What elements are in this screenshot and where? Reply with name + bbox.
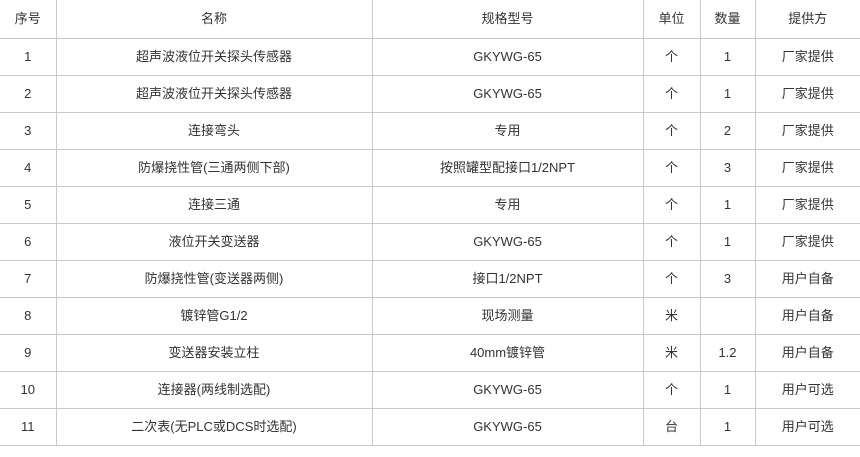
cell-unit: 米 [642, 334, 701, 372]
cell-qty [699, 297, 756, 335]
cell-model: 接口1/2NPT [371, 260, 644, 298]
table-row: 1 超声波液位开关探头传感器 GKYWG-65 个 1 厂家提供 [0, 38, 860, 76]
cell-supply: 用户自备 [754, 260, 860, 298]
cell-supply: 厂家提供 [754, 75, 860, 113]
cell-name: 防爆挠性管(变送器两侧) [55, 260, 373, 298]
cell-unit: 台 [642, 408, 701, 446]
cell-name: 连接弯头 [55, 112, 373, 150]
cell-index: 1 [0, 38, 57, 76]
cell-qty: 1 [699, 371, 756, 409]
cell-supply: 厂家提供 [754, 223, 860, 261]
cell-supply: 厂家提供 [754, 186, 860, 224]
column-header-model: 规格型号 [371, 0, 644, 39]
column-header-index: 序号 [0, 0, 57, 39]
table-row: 7 防爆挠性管(变送器两侧) 接口1/2NPT 个 3 用户自备 [0, 260, 860, 298]
table-row: 6 液位开关变送器 GKYWG-65 个 1 厂家提供 [0, 223, 860, 261]
cell-index: 9 [0, 334, 57, 372]
cell-index: 11 [0, 408, 57, 446]
cell-index: 2 [0, 75, 57, 113]
cell-name: 二次表(无PLC或DCS时选配) [55, 408, 373, 446]
cell-name: 防爆挠性管(三通两侧下部) [55, 149, 373, 187]
cell-name: 连接器(两线制选配) [55, 371, 373, 409]
cell-model: GKYWG-65 [371, 38, 644, 76]
cell-name: 液位开关变送器 [55, 223, 373, 261]
cell-qty: 1 [699, 223, 756, 261]
cell-qty: 1.2 [699, 334, 756, 372]
cell-unit: 米 [642, 297, 701, 335]
table-row: 11 二次表(无PLC或DCS时选配) GKYWG-65 台 1 用户可选 [0, 408, 860, 446]
specification-table: 序号 名称 规格型号 单位 数量 提供方 1 超声波液位开关探头传感器 GKYW… [0, 0, 860, 446]
cell-supply: 用户自备 [754, 297, 860, 335]
cell-name: 超声波液位开关探头传感器 [55, 38, 373, 76]
cell-unit: 个 [642, 260, 701, 298]
table-row: 5 连接三通 专用 个 1 厂家提供 [0, 186, 860, 224]
cell-supply: 厂家提供 [754, 112, 860, 150]
cell-index: 7 [0, 260, 57, 298]
cell-name: 变送器安装立柱 [55, 334, 373, 372]
table-row: 8 镀锌管G1/2 现场测量 米 用户自备 [0, 297, 860, 335]
cell-unit: 个 [642, 112, 701, 150]
cell-qty: 1 [699, 75, 756, 113]
cell-model: 现场测量 [371, 297, 644, 335]
cell-unit: 个 [642, 186, 701, 224]
cell-unit: 个 [642, 75, 701, 113]
cell-index: 5 [0, 186, 57, 224]
cell-qty: 3 [699, 260, 756, 298]
cell-model: GKYWG-65 [371, 371, 644, 409]
cell-model: 专用 [371, 112, 644, 150]
cell-supply: 厂家提供 [754, 38, 860, 76]
column-header-qty: 数量 [699, 0, 756, 39]
cell-name: 超声波液位开关探头传感器 [55, 75, 373, 113]
column-header-name: 名称 [55, 0, 373, 39]
cell-index: 4 [0, 149, 57, 187]
cell-model: GKYWG-65 [371, 75, 644, 113]
cell-unit: 个 [642, 38, 701, 76]
cell-supply: 用户可选 [754, 371, 860, 409]
cell-model: GKYWG-65 [371, 408, 644, 446]
cell-supply: 用户可选 [754, 408, 860, 446]
cell-index: 10 [0, 371, 57, 409]
cell-qty: 2 [699, 112, 756, 150]
table-row: 9 变送器安装立柱 40mm镀锌管 米 1.2 用户自备 [0, 334, 860, 372]
cell-name: 镀锌管G1/2 [55, 297, 373, 335]
table-row: 2 超声波液位开关探头传感器 GKYWG-65 个 1 厂家提供 [0, 75, 860, 113]
cell-unit: 个 [642, 371, 701, 409]
column-header-supply: 提供方 [754, 0, 860, 39]
cell-index: 6 [0, 223, 57, 261]
cell-index: 8 [0, 297, 57, 335]
table-row: 4 防爆挠性管(三通两侧下部) 按照罐型配接口1/2NPT 个 3 厂家提供 [0, 149, 860, 187]
table-body: 1 超声波液位开关探头传感器 GKYWG-65 个 1 厂家提供 2 超声波液位… [0, 38, 860, 446]
table-header: 序号 名称 规格型号 单位 数量 提供方 [0, 0, 860, 39]
cell-qty: 1 [699, 408, 756, 446]
cell-qty: 3 [699, 149, 756, 187]
table-row: 3 连接弯头 专用 个 2 厂家提供 [0, 112, 860, 150]
cell-model: 按照罐型配接口1/2NPT [371, 149, 644, 187]
column-header-unit: 单位 [642, 0, 701, 39]
cell-supply: 用户自备 [754, 334, 860, 372]
table-header-row: 序号 名称 规格型号 单位 数量 提供方 [0, 0, 860, 39]
cell-model: 专用 [371, 186, 644, 224]
cell-index: 3 [0, 112, 57, 150]
cell-name: 连接三通 [55, 186, 373, 224]
table-row: 10 连接器(两线制选配) GKYWG-65 个 1 用户可选 [0, 371, 860, 409]
cell-qty: 1 [699, 186, 756, 224]
cell-model: GKYWG-65 [371, 223, 644, 261]
cell-unit: 个 [642, 223, 701, 261]
cell-model: 40mm镀锌管 [371, 334, 644, 372]
cell-qty: 1 [699, 38, 756, 76]
cell-unit: 个 [642, 149, 701, 187]
cell-supply: 厂家提供 [754, 149, 860, 187]
